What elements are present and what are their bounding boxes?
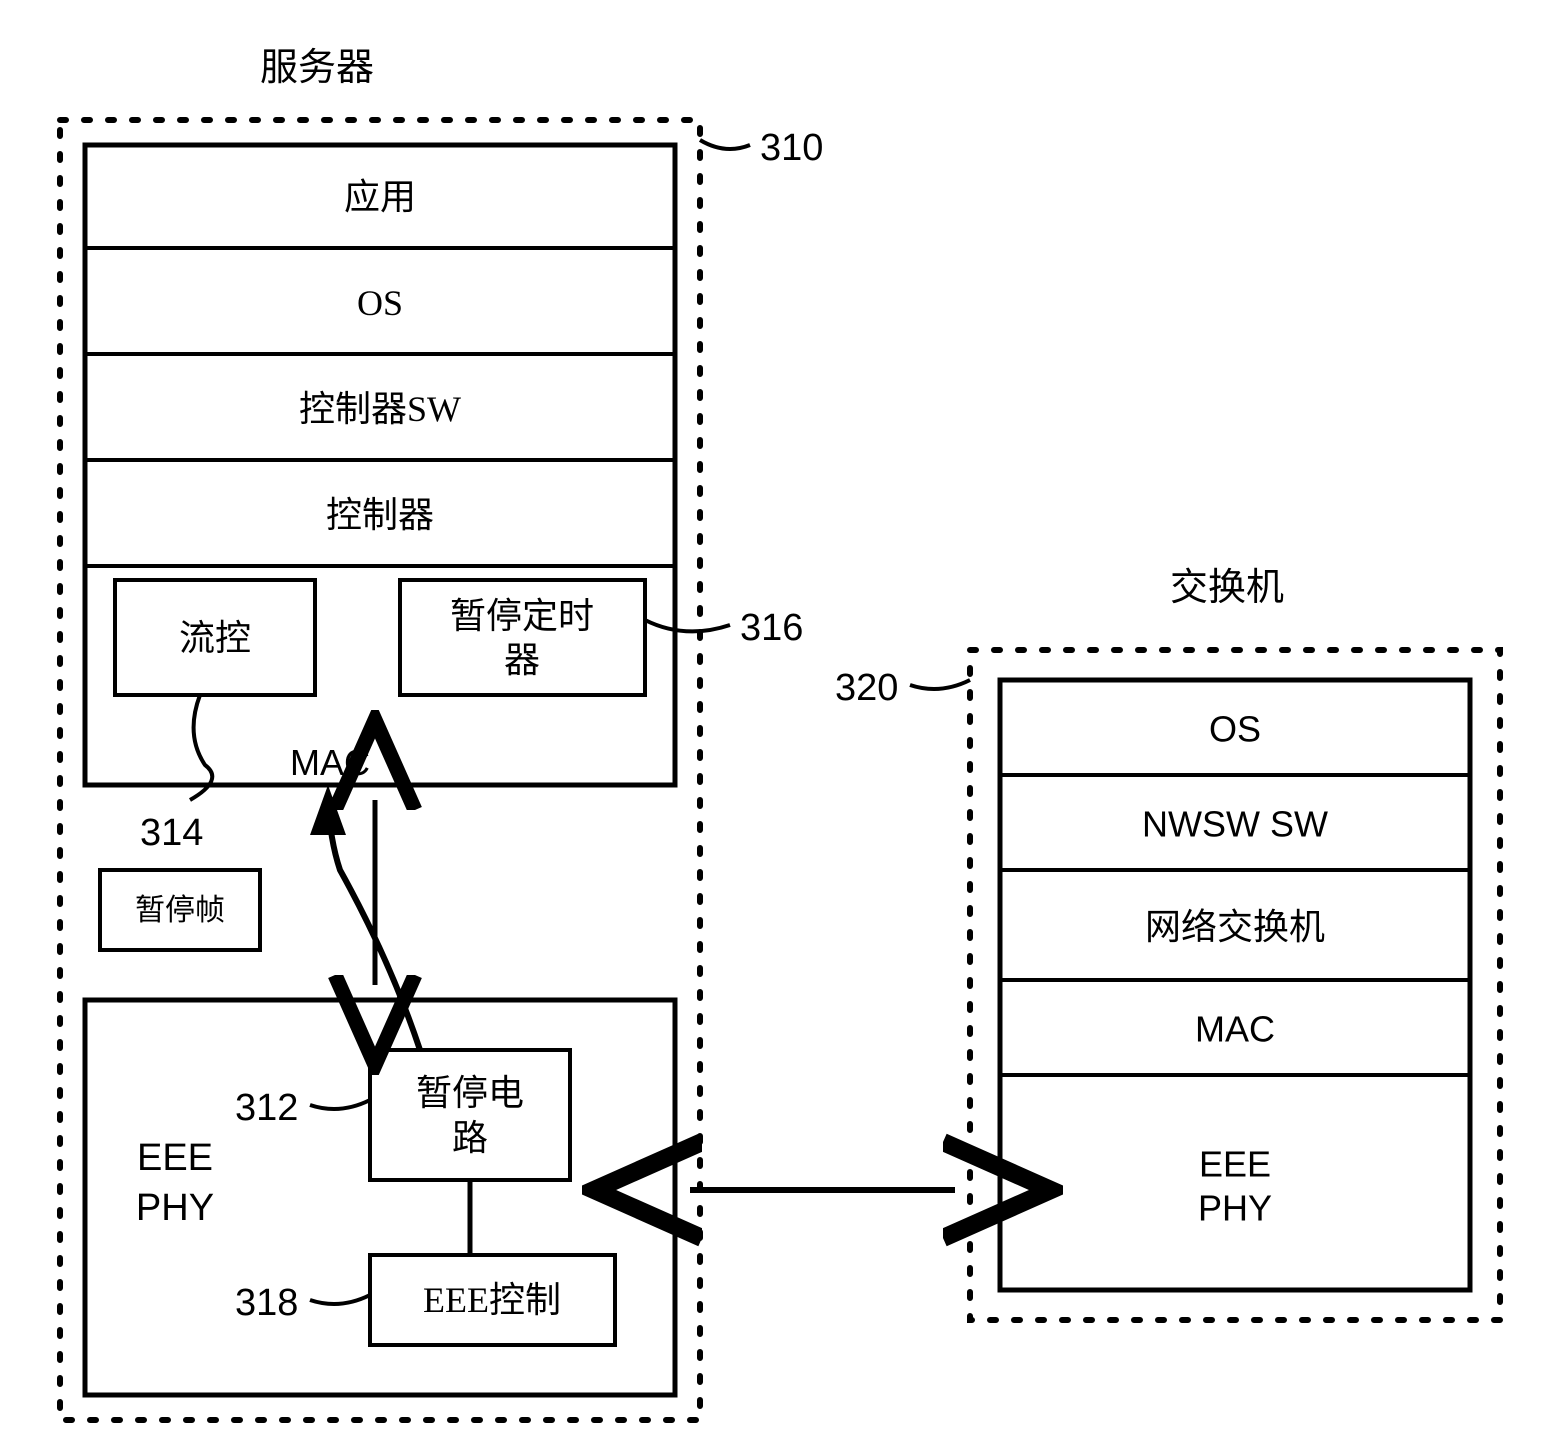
server-layer-2: 控制器SW <box>299 389 461 429</box>
ref-314: 314 <box>140 812 203 854</box>
server-layer-3: 控制器 <box>326 495 434 535</box>
ref-320: 320 <box>835 667 898 709</box>
eee-control-label: EEE控制 <box>423 1280 561 1320</box>
pause-circuit-label-l1: 暂停电 <box>416 1073 524 1113</box>
pause-timer-label-l1: 暂停定时 <box>450 596 594 636</box>
eee-phy-label-l1: EEE <box>137 1137 213 1179</box>
ref-318: 318 <box>235 1282 298 1324</box>
switch-layer-3: MAC <box>1195 1009 1275 1050</box>
ref-310: 310 <box>760 127 823 169</box>
switch-layer-2: 网络交换机 <box>1145 907 1325 947</box>
ref-316: 316 <box>740 607 803 649</box>
pause-frame-label: 暂停帧 <box>135 894 225 927</box>
server-title: 服务器 <box>260 47 374 89</box>
server-layer-1: OS <box>357 283 403 323</box>
server-layer-0: 应用 <box>344 177 416 217</box>
server-stack-box <box>85 145 675 785</box>
switch-title: 交换机 <box>1170 567 1284 609</box>
switch-layer-4: EEE <box>1199 1144 1271 1185</box>
mac-label: MAC <box>290 742 370 783</box>
switch-layer-1: NWSW SW <box>1142 804 1328 845</box>
switch-layer-0: OS <box>1209 709 1261 750</box>
ref-312: 312 <box>235 1087 298 1129</box>
switch-layer-4: PHY <box>1198 1188 1272 1229</box>
flow-control-label: 流控 <box>179 618 251 658</box>
pause-timer-label-l2: 器 <box>504 640 540 680</box>
pause-circuit-label-l2: 路 <box>452 1118 488 1158</box>
pause-circuit-box <box>370 1050 570 1180</box>
eee-phy-label-l2: PHY <box>136 1187 214 1229</box>
